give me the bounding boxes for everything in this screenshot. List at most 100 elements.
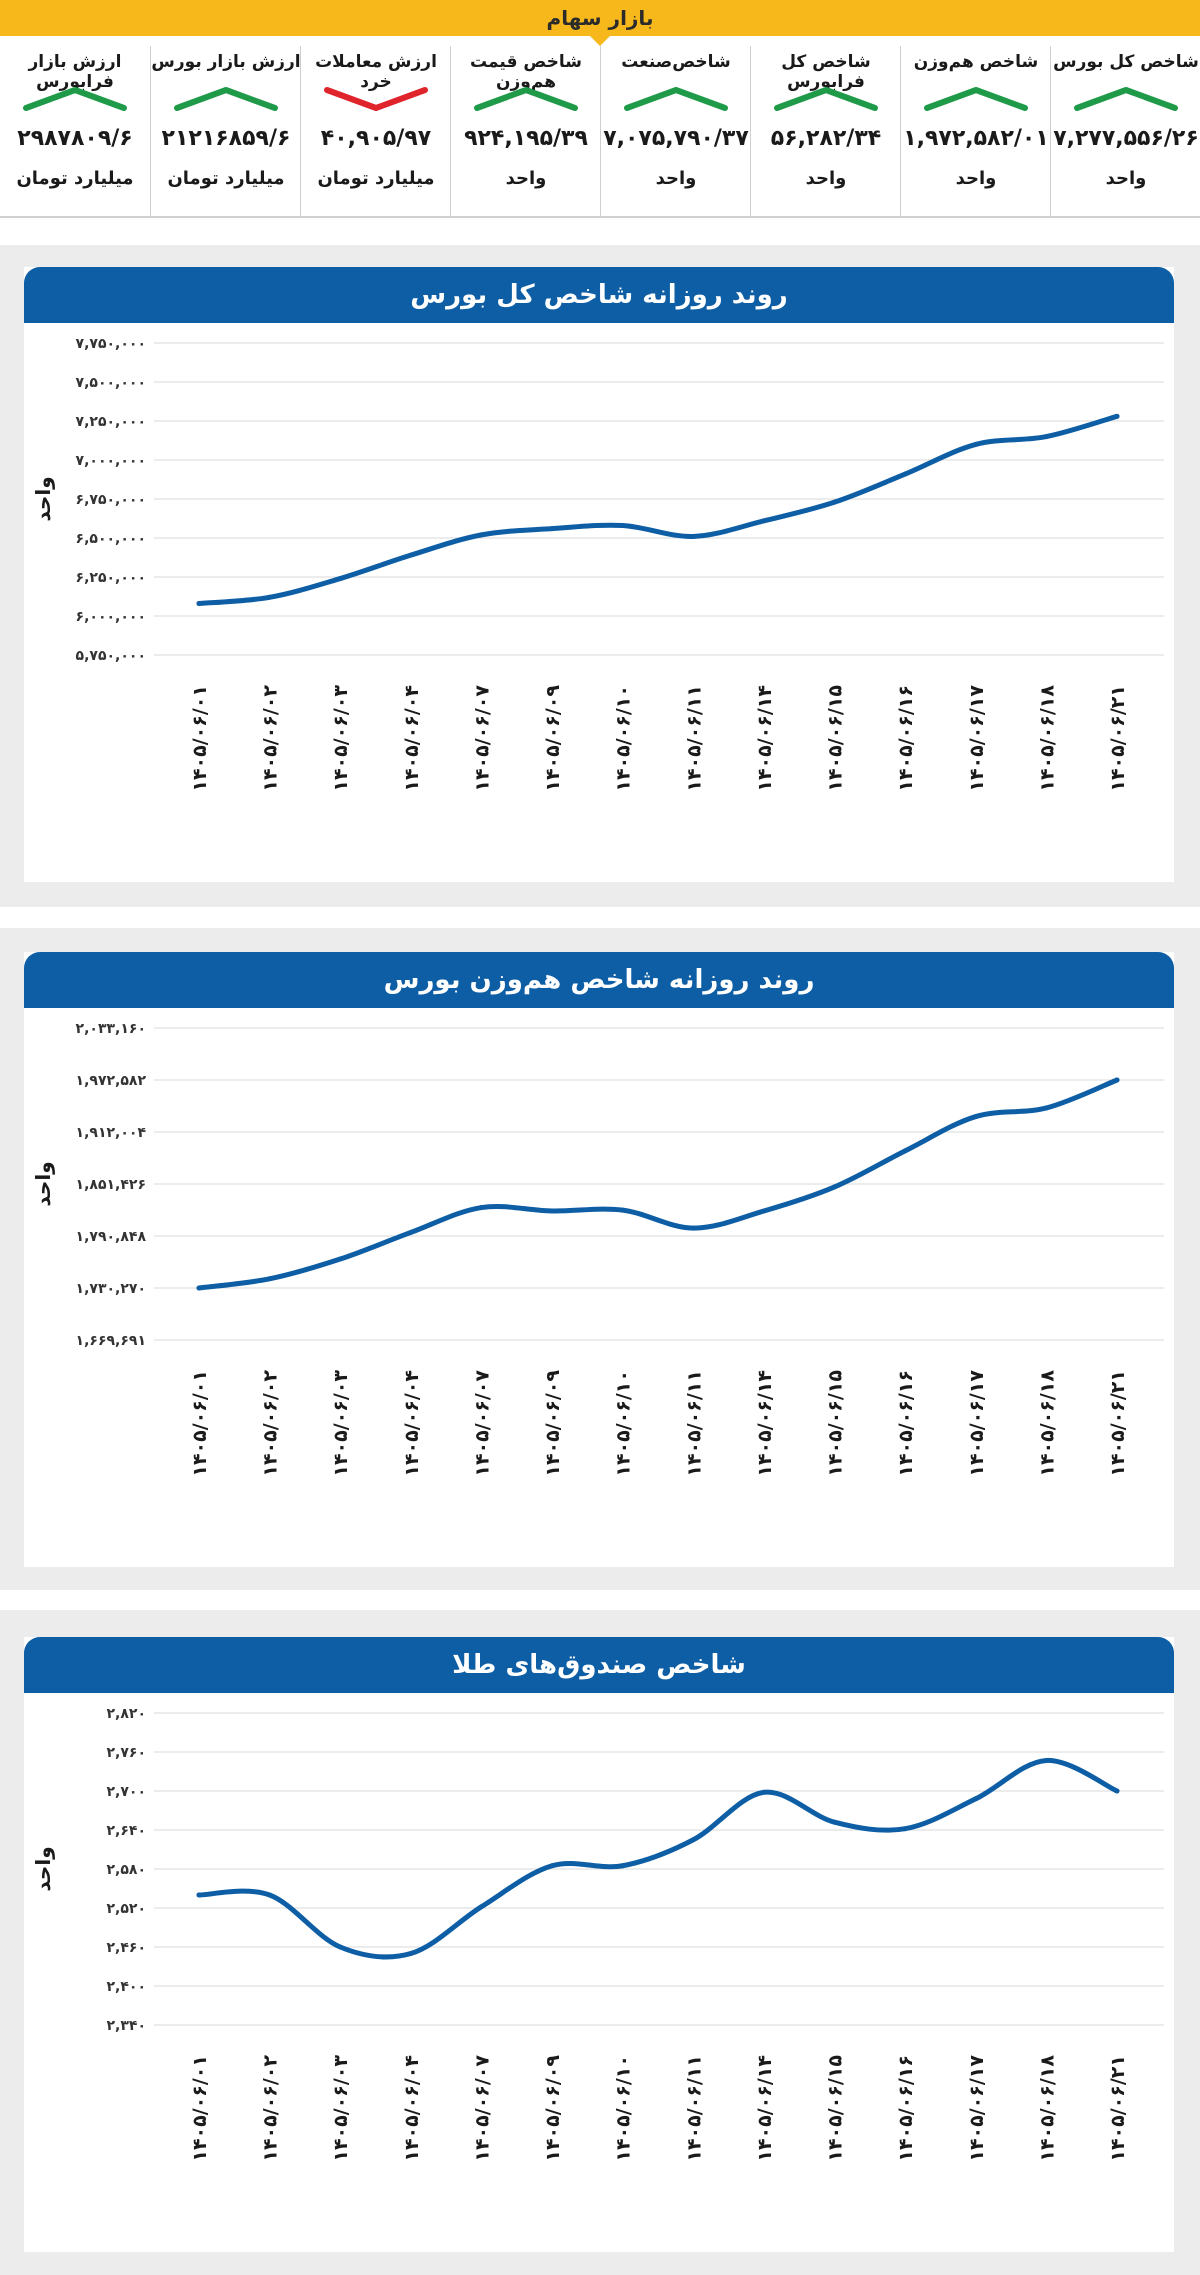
y-tick-label: ۷,۲۵۰,۰۰۰ (76, 414, 146, 430)
y-tick-label: ۶,۲۵۰,۰۰۰ (76, 570, 146, 586)
data-point (902, 1826, 908, 1832)
stat-unit: واحد (505, 168, 547, 189)
y-tick-label: ۱,۶۶۹,۶۹۱ (76, 1333, 146, 1349)
y-tick-label: ۶,۷۵۰,۰۰۰ (76, 492, 146, 508)
x-tick-label: ۱۴۰۵/۰۶/۰۳ (330, 2055, 352, 2162)
trend-up-icon (1074, 87, 1178, 111)
chart-area-total-index (24, 267, 1174, 882)
x-tick-label: ۱۴۰۵/۰۶/۱۱ (683, 2055, 705, 2162)
series-line (196, 413, 1120, 607)
data-point (337, 576, 343, 582)
stat-title: شاخص‌صنعت (621, 52, 731, 72)
x-tick-label: ۱۴۰۵/۰۶/۰۳ (330, 1370, 352, 1477)
x-tick-label: ۱۴۰۵/۰۶/۲۱ (1107, 2055, 1129, 2162)
y-tick-label: ۱,۷۹۰,۸۴۸ (76, 1229, 147, 1245)
x-tick-label: ۱۴۰۵/۰۶/۰۳ (330, 685, 352, 792)
data-point (408, 1229, 414, 1235)
x-tick-label: ۱۴۰۵/۰۶/۰۱ (189, 685, 211, 792)
data-point (761, 1208, 767, 1214)
y-tick-label: ۲,۸۲۰ (107, 1706, 147, 1722)
stats-row: شاخص کل بورس ۷,۲۷۷,۵۵۶/۲۶ واحد شاخص هم‌وزن ۱… (0, 46, 1200, 216)
stat-card: شاخص کل فرابورس ۵۶,۲۸۲/۳۴ واحد (750, 46, 901, 216)
chart-title-gold-funds: شاخص صندوق‌های طلا (24, 1637, 1174, 1693)
chart-gold-funds: واحد ۲,۳۴۰ ۲,۴۰۰ ۲,۴۶۰ ۲,۵۲۰ ۲,۵۸۰ ۲,۶۴۰ ۲,۷۰۰ ۲… (31, 1706, 1164, 2162)
data-point (196, 1892, 202, 1898)
data-point (902, 1148, 908, 1154)
chart-title-equal-weight: روند روزانه شاخص هم‌وزن بورس (24, 952, 1174, 1008)
data-point (1043, 434, 1049, 440)
stat-title: شاخص قیمت هم‌وزن (470, 52, 582, 92)
page-title: بازار سهام (510, 0, 690, 36)
stat-unit: میلیارد تومان (16, 168, 134, 189)
y-tick-label: ۷,۰۰۰,۰۰۰ (76, 453, 146, 469)
y-tick-label: ۵,۷۵۰,۰۰۰ (76, 648, 146, 664)
data-point (690, 1225, 696, 1231)
y-tick-label: ۱,۷۳۰,۲۷۰ (76, 1281, 146, 1297)
data-point (761, 1789, 767, 1795)
x-tick-label: ۱۴۰۵/۰۶/۱۷ (966, 685, 988, 792)
stat-value: ۲۹۸۷۸۰۹/۶ (17, 126, 133, 151)
header-notch (590, 36, 610, 46)
chart-area-gold-funds (24, 1637, 1174, 2252)
x-tick-label: ۱۴۰۵/۰۶/۱۴ (754, 1370, 776, 1477)
x-tick-label: ۱۴۰۵/۰۶/۱۴ (754, 2055, 776, 2162)
x-tick-label: ۱۴۰۵/۰۶/۱۰ (613, 685, 635, 792)
trend-up-icon (474, 87, 578, 111)
data-point (690, 533, 696, 539)
y-tick-label: ۲,۰۳۳,۱۶۰ (76, 1021, 146, 1037)
data-point (973, 1796, 979, 1802)
data-point (408, 1951, 414, 1956)
x-tick-label: ۱۴۰۵/۰۶/۱۵ (825, 1370, 847, 1477)
stat-title: شاخص کل فرابورس (781, 52, 871, 92)
x-tick-label: ۱۴۰۵/۰۶/۱۱ (683, 1370, 705, 1477)
stat-card: ارزش بازار بورس ۲۱۲۱۶۸۵۹/۶ میلیارد تومان (150, 46, 301, 216)
data-point (902, 471, 908, 477)
y-tick-label: ۲,۷۶۰ (107, 1745, 147, 1761)
x-tick-label: ۱۴۰۵/۰۶/۱۸ (1036, 2055, 1058, 2162)
data-point (196, 601, 202, 607)
y-tick-label: ۲,۴۰۰ (107, 1979, 147, 1995)
chart-equal-weight: واحد ۱,۶۶۹,۶۹۱ ۱,۷۳۰,۲۷۰ ۱,۷۹۰,۸۴۸ ۱,۸۵۱,۴۲۶… (31, 1021, 1164, 1477)
y-tick-label: ۲,۶۴۰ (107, 1823, 147, 1839)
stat-value: ۵۶,۲۸۲/۳۴ (770, 126, 882, 151)
x-tick-label: ۱۴۰۵/۰۶/۰۲ (260, 1370, 282, 1477)
x-tick-label: ۱۴۰۵/۰۶/۰۴ (401, 2055, 423, 2162)
stat-unit: واحد (1105, 168, 1147, 189)
data-point (832, 1184, 838, 1190)
x-tick-label: ۱۴۰۵/۰۶/۰۴ (401, 1370, 423, 1477)
trend-up-icon (23, 87, 127, 111)
data-point (1114, 1077, 1120, 1083)
data-point (1043, 1105, 1049, 1111)
stat-card: ارزش بازار فرابورس ۲۹۸۷۸۰۹/۶ میلیارد تومان (0, 46, 150, 216)
x-tick-label: ۱۴۰۵/۰۶/۰۴ (401, 685, 423, 792)
data-point (1114, 413, 1120, 419)
stat-card: شاخص قیمت هم‌وزن ۹۲۴,۱۹۵/۳۹ واحد (450, 46, 601, 216)
x-tick-label: ۱۴۰۵/۰۶/۰۹ (542, 685, 564, 792)
y-tick-label: ۲,۳۴۰ (107, 2018, 147, 2034)
stat-value: ۹۲۴,۱۹۵/۳۹ (464, 126, 588, 151)
stat-card: شاخص هم‌وزن ۱,۹۷۲,۵۸۲/۰۱ واحد (900, 46, 1051, 216)
data-point (549, 1863, 555, 1869)
data-point (267, 594, 273, 600)
y-tick-label: ۲,۵۲۰ (107, 1901, 147, 1917)
x-tick-label: ۱۴۰۵/۰۶/۱۵ (825, 2055, 847, 2162)
series-line (196, 1077, 1120, 1291)
stats-divider (0, 216, 1200, 218)
y-tick-label: ۱,۹۱۲,۰۰۴ (76, 1125, 147, 1141)
y-tick-label: ۲,۴۶۰ (107, 1940, 147, 1956)
stat-title: ارزش بازار فرابورس (28, 52, 122, 92)
stat-unit: واحد (655, 168, 697, 189)
x-tick-label: ۱۴۰۵/۰۶/۰۹ (542, 1370, 564, 1477)
x-tick-label: ۱۴۰۵/۰۶/۱۸ (1036, 685, 1058, 792)
stat-card: شاخص کل بورس ۷,۲۷۷,۵۵۶/۲۶ واحد (1050, 46, 1200, 216)
data-point (549, 526, 555, 532)
data-point (267, 1276, 273, 1282)
stat-unit: واحد (805, 168, 847, 189)
stat-card: ارزش معاملات خرد ۴۰,۹۰۵/۹۷ میلیارد تومان (300, 46, 451, 216)
stat-unit: واحد (955, 168, 997, 189)
y-tick-label: ۷,۵۰۰,۰۰۰ (76, 375, 146, 391)
stat-value: ۲۱۲۱۶۸۵۹/۶ (161, 126, 291, 151)
data-point (337, 1256, 343, 1262)
data-point (267, 1892, 273, 1898)
data-point (337, 1944, 343, 1950)
